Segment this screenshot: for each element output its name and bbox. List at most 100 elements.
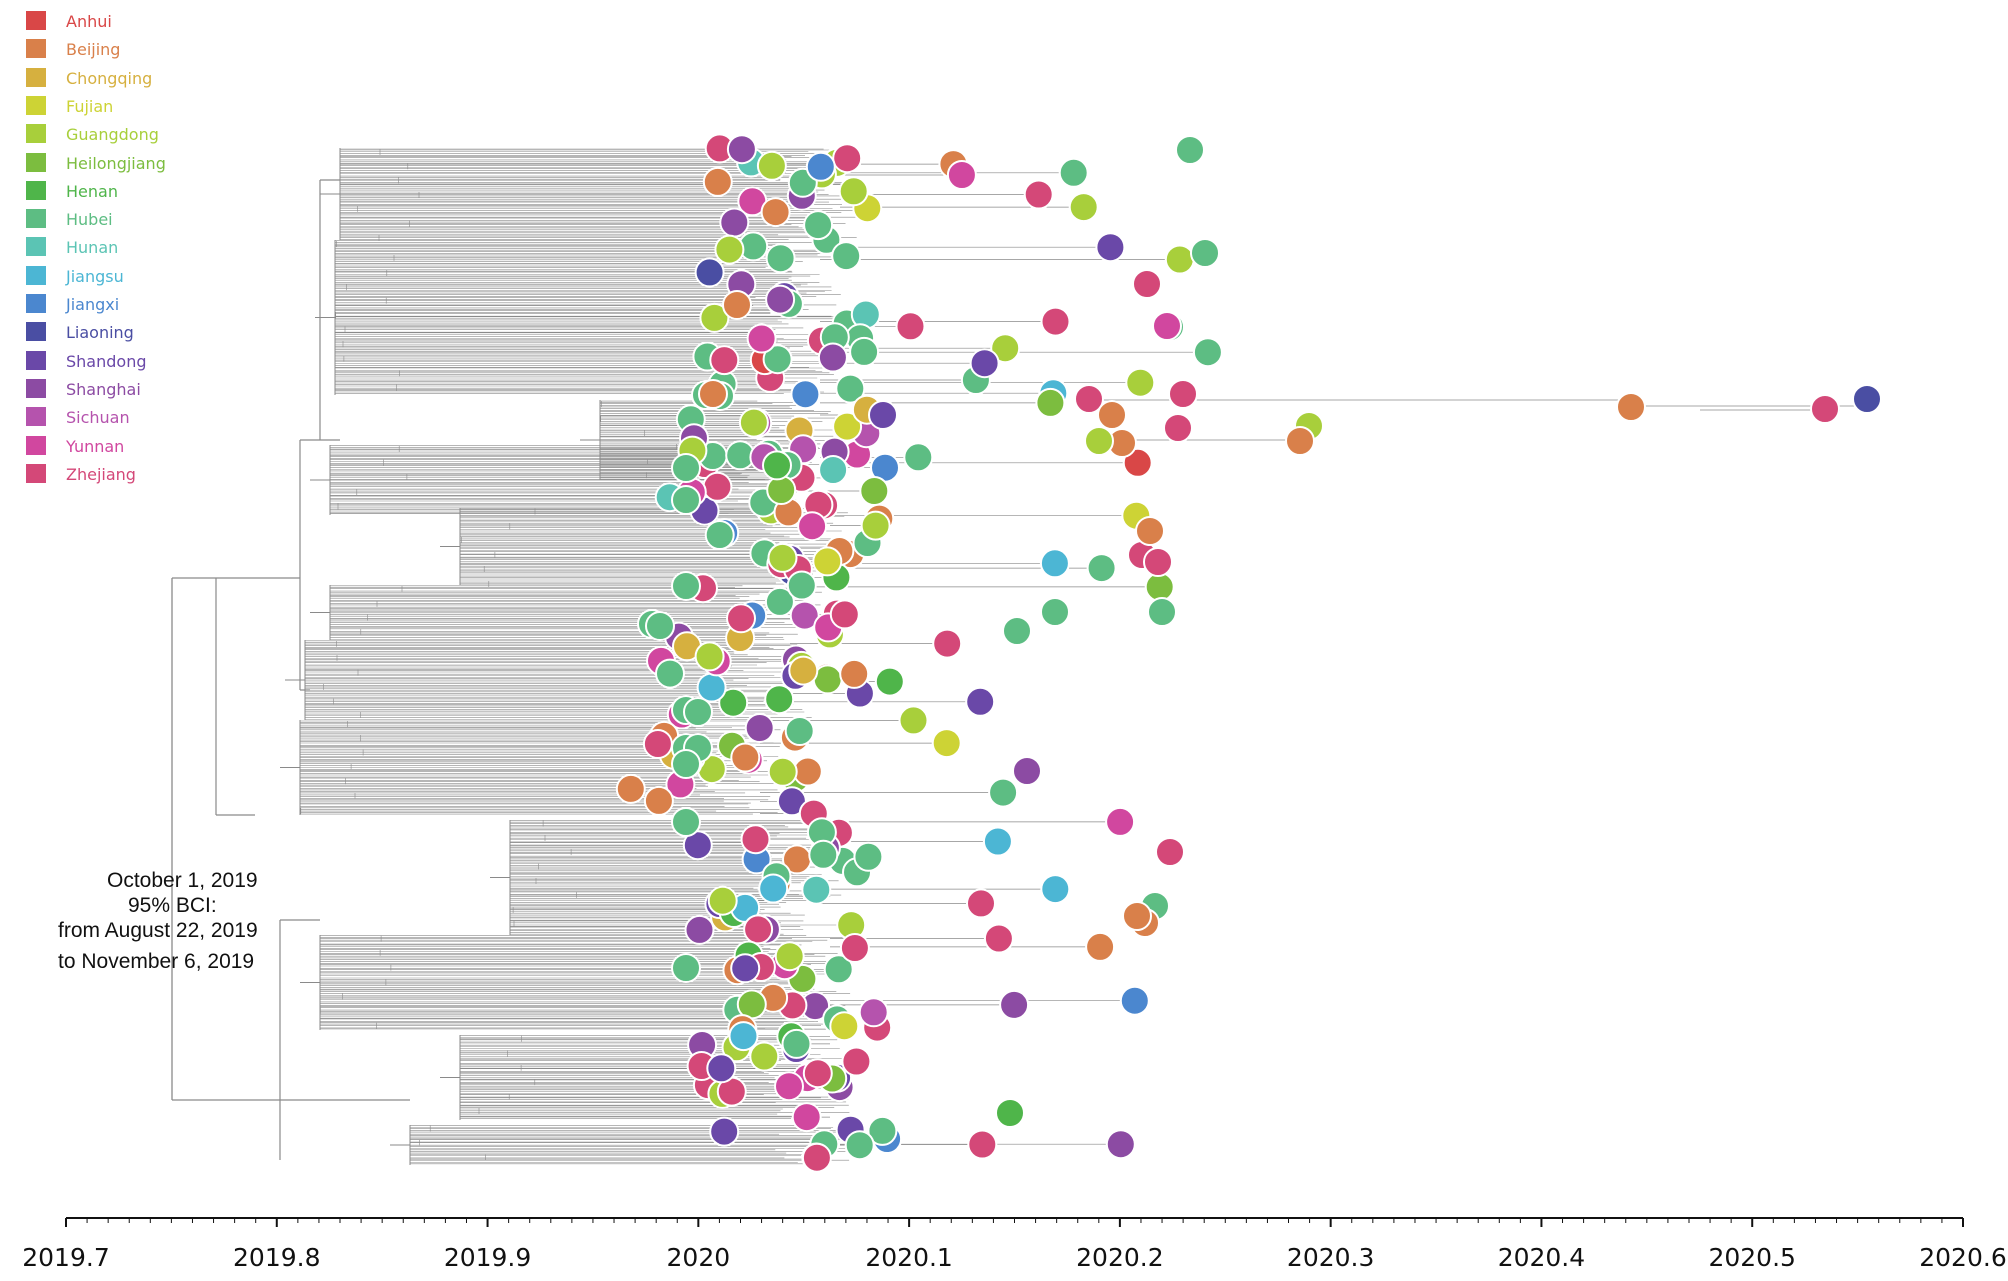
axis-tick-label: 2019.9 xyxy=(444,1243,531,1272)
tip-node xyxy=(671,749,701,779)
legend-swatch xyxy=(26,95,46,115)
tree-branch xyxy=(320,148,341,240)
tip-node xyxy=(801,874,832,905)
tip-node xyxy=(817,342,848,373)
legend-label: Jiangsu xyxy=(66,266,124,286)
tip-node xyxy=(808,839,839,870)
tip-node xyxy=(746,323,777,354)
legend-label: Beijing xyxy=(66,40,121,60)
tip-node xyxy=(671,807,701,837)
tip-node xyxy=(982,826,1013,857)
annotation-root-date: October 1, 2019 xyxy=(107,869,258,892)
tip-node xyxy=(767,756,798,787)
legend-label: Henan xyxy=(66,181,118,201)
tip-node xyxy=(758,873,789,904)
axis-tick-label: 2020.1 xyxy=(865,1243,952,1272)
tip-node xyxy=(694,257,725,288)
tip-node xyxy=(791,1102,822,1133)
tip-node xyxy=(789,600,820,631)
tip-node xyxy=(1105,806,1136,837)
tip-node xyxy=(868,400,898,430)
legend-swatch xyxy=(26,322,46,342)
tip-node xyxy=(860,510,891,541)
tree-branch xyxy=(460,508,853,587)
tip-node xyxy=(671,571,701,601)
tip-node xyxy=(728,1021,759,1052)
tip-node xyxy=(726,603,756,634)
tip-node xyxy=(774,1071,804,1102)
tip-node xyxy=(765,243,796,274)
tip-node xyxy=(615,773,646,804)
tip-node xyxy=(1852,384,1882,414)
tip-node xyxy=(704,520,735,550)
tip-node xyxy=(702,471,733,502)
tree-branch xyxy=(305,640,812,720)
tip-node xyxy=(1074,384,1104,414)
axis-tick-label: 2020.4 xyxy=(1498,1243,1585,1272)
tip-node xyxy=(1040,874,1071,905)
tip-node xyxy=(1175,135,1205,165)
tip-node xyxy=(1086,553,1117,584)
tip-node xyxy=(844,1130,875,1161)
tip-node xyxy=(792,756,823,787)
tip-node xyxy=(726,134,757,165)
tree-branch xyxy=(320,935,851,1030)
tip-node xyxy=(812,546,843,577)
tip-node xyxy=(774,941,805,972)
tree-branch xyxy=(440,508,461,585)
tip-node xyxy=(1095,232,1126,263)
tip-node xyxy=(838,176,869,207)
tip-node xyxy=(684,914,715,945)
tip-node xyxy=(702,166,733,197)
legend-swatch xyxy=(26,463,46,483)
axis-tick-label: 2019.7 xyxy=(22,1243,109,1272)
tip-node xyxy=(706,1053,737,1084)
tip-node xyxy=(1039,548,1070,579)
tree-branch xyxy=(460,1035,851,1119)
legend-swatch xyxy=(26,39,46,59)
legend-swatch xyxy=(26,294,46,313)
tree-branch xyxy=(330,585,822,640)
tip-node xyxy=(749,1041,780,1072)
tip-node xyxy=(1012,756,1042,786)
tip-node xyxy=(867,1115,898,1146)
axis-tick-label: 2020.2 xyxy=(1076,1243,1163,1272)
tip-node xyxy=(790,379,821,410)
tip-node xyxy=(1616,392,1646,422)
legend-label: Hubei xyxy=(66,210,113,230)
tip-node xyxy=(1058,157,1089,188)
tip-node xyxy=(730,742,761,773)
tree-branch xyxy=(300,935,321,1030)
tip-node xyxy=(965,686,996,717)
tip-node xyxy=(655,658,685,689)
tip-node xyxy=(1144,571,1175,602)
tip-node xyxy=(858,997,889,1028)
tip-node xyxy=(903,442,934,473)
tip-node xyxy=(988,777,1019,808)
tip-node xyxy=(990,333,1021,364)
tip-node xyxy=(967,1129,998,1160)
tree-branch xyxy=(440,1035,461,1120)
tip-node xyxy=(1285,426,1315,456)
tip-node xyxy=(1810,394,1840,424)
legend-label: Jiangxi xyxy=(66,295,120,314)
tip-node xyxy=(898,705,929,736)
legend-swatch xyxy=(26,11,46,30)
tree-branch xyxy=(310,445,331,515)
tip-node xyxy=(699,302,730,333)
tip-node xyxy=(740,824,771,855)
tree-branch xyxy=(279,919,410,1160)
tree-branch xyxy=(580,400,601,480)
tip-node xyxy=(760,197,791,228)
tip-node xyxy=(1155,837,1185,867)
annotation-bci-from: from August 22, 2019 xyxy=(58,919,258,942)
tree-branch xyxy=(340,148,862,241)
legend-swatch xyxy=(26,237,46,257)
legend-label: Anhui xyxy=(66,12,112,31)
tree-branch xyxy=(299,439,320,691)
tip-node xyxy=(671,485,701,515)
annotation-bci-label: 95% BCI: xyxy=(128,894,217,917)
tip-node xyxy=(1152,311,1182,341)
axis-tick-label: 2020.5 xyxy=(1708,1243,1795,1272)
tip-node xyxy=(730,953,761,984)
